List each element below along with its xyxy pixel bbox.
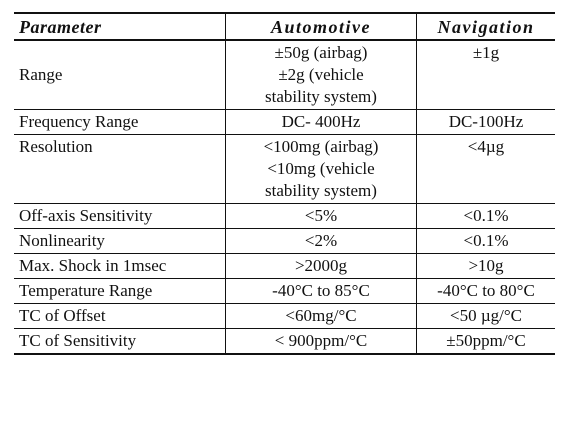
row-tc-offset-parameter: TC of Offset xyxy=(14,303,226,329)
row-frequency-automotive: DC- 400Hz xyxy=(225,109,417,135)
automotive-line: >2000g xyxy=(294,256,348,275)
row-offaxis-automotive: <5% xyxy=(225,203,417,229)
row-offaxis-parameter: Off-axis Sensitivity xyxy=(14,203,226,229)
specification-table: Parameter Automotive Navigation Range ±5… xyxy=(14,12,555,355)
automotive-line: <2% xyxy=(304,231,338,250)
table-row: TC of Sensitivity < 900ppm/°C ±50ppm/°C xyxy=(14,328,555,355)
row-range-automotive: ±50g (airbag) ±2g (vehicle stability sys… xyxy=(225,40,417,110)
row-frequency-parameter: Frequency Range xyxy=(14,109,226,135)
row-tc-sensitivity-parameter: TC of Sensitivity xyxy=(14,328,226,355)
row-shock-parameter: Max. Shock in 1msec xyxy=(14,253,226,279)
row-shock-automotive: >2000g xyxy=(225,253,417,279)
row-temperature-navigation: -40°C to 80°C xyxy=(416,278,555,304)
row-nonlinearity-navigation: <0.1% xyxy=(416,228,555,254)
automotive-line: <5% xyxy=(304,206,338,225)
row-frequency-navigation: DC-100Hz xyxy=(416,109,555,135)
header-row: Parameter Automotive Navigation xyxy=(14,12,555,41)
row-shock-navigation: >10g xyxy=(416,253,555,279)
row-resolution-automotive: <100mg (airbag) <10mg (vehicle stability… xyxy=(225,134,417,204)
row-nonlinearity-parameter: Nonlinearity xyxy=(14,228,226,254)
table-row: TC of Offset <60mg/°C <50 µg/°C xyxy=(14,303,555,329)
row-range-parameter: Range xyxy=(14,40,226,110)
automotive-line: -40°C to 85°C xyxy=(272,281,370,300)
row-range-navigation: ±1g xyxy=(416,40,555,110)
table-row: Off-axis Sensitivity <5% <0.1% xyxy=(14,203,555,229)
table-row: Frequency Range DC- 400Hz DC-100Hz xyxy=(14,109,555,135)
row-tc-offset-automotive: <60mg/°C xyxy=(225,303,417,329)
row-temperature-automotive: -40°C to 85°C xyxy=(225,278,417,304)
row-tc-sensitivity-navigation: ±50ppm/°C xyxy=(416,328,555,355)
automotive-line: ±50g (airbag) xyxy=(274,43,368,62)
automotive-line: stability system) xyxy=(265,87,377,106)
automotive-line: <60mg/°C xyxy=(285,306,357,325)
row-tc-offset-navigation: <50 µg/°C xyxy=(416,303,555,329)
header-automotive: Automotive xyxy=(225,12,417,41)
table-row: Max. Shock in 1msec >2000g >10g xyxy=(14,253,555,279)
automotive-line: ±2g (vehicle xyxy=(278,65,364,84)
automotive-line: stability system) xyxy=(265,181,377,200)
automotive-line: DC- 400Hz xyxy=(281,112,361,131)
table-body: Range ±50g (airbag) ±2g (vehicle stabili… xyxy=(14,40,555,355)
row-nonlinearity-automotive: <2% xyxy=(225,228,417,254)
automotive-line: <100mg (airbag) xyxy=(263,137,379,156)
table-row: Nonlinearity <2% <0.1% xyxy=(14,228,555,254)
row-resolution-parameter: Resolution xyxy=(14,134,226,204)
table-row: Resolution <100mg (airbag) <10mg (vehicl… xyxy=(14,134,555,204)
automotive-line: <10mg (vehicle xyxy=(267,159,375,178)
row-offaxis-navigation: <0.1% xyxy=(416,203,555,229)
row-temperature-parameter: Temperature Range xyxy=(14,278,226,304)
table-row: Temperature Range -40°C to 85°C -40°C to… xyxy=(14,278,555,304)
table-row: Range ±50g (airbag) ±2g (vehicle stabili… xyxy=(14,40,555,110)
automotive-line: < 900ppm/°C xyxy=(274,331,368,350)
header-navigation: Navigation xyxy=(416,12,555,41)
header-parameter: Parameter xyxy=(14,12,226,41)
row-resolution-navigation: <4µg xyxy=(416,134,555,204)
row-tc-sensitivity-automotive: < 900ppm/°C xyxy=(225,328,417,355)
